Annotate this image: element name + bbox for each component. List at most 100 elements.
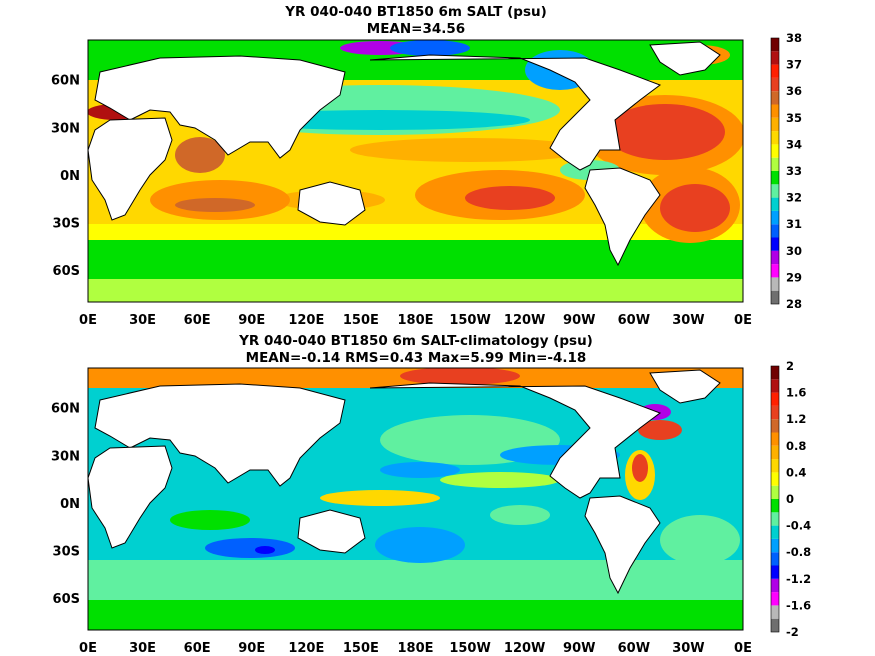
colorbar-swatch bbox=[771, 379, 779, 393]
x-tick-label: 180E bbox=[397, 313, 433, 328]
colorbar-tick-label: -0.4 bbox=[786, 519, 811, 533]
land-mask-anomaly bbox=[88, 369, 721, 595]
colorbar-swatch bbox=[771, 445, 779, 460]
colorbar-swatch bbox=[771, 512, 779, 526]
x-tick-label: 90W bbox=[563, 641, 595, 656]
colorbar-swatch bbox=[771, 157, 779, 171]
colorbar-tick-label: 29 bbox=[786, 270, 802, 284]
x-tick-label: 120E bbox=[288, 313, 324, 328]
colorbar-tick-label: 1.2 bbox=[786, 412, 806, 426]
colorbar-swatch bbox=[771, 366, 779, 380]
x-tick-label: 60W bbox=[618, 641, 650, 656]
colorbar-tick-label: -1.6 bbox=[786, 598, 811, 612]
colorbar-frame bbox=[770, 37, 780, 305]
colorbar-tick-label: -2 bbox=[786, 625, 799, 639]
colorbar-tick-label: 31 bbox=[786, 217, 802, 231]
colorbar-tick-label: 33 bbox=[786, 164, 802, 178]
colorbar-tick-label: 2 bbox=[786, 359, 794, 373]
x-tick-label: 60E bbox=[184, 641, 211, 656]
colorbar-swatch bbox=[771, 237, 779, 251]
colorbar-swatch bbox=[771, 184, 779, 198]
x-tick-label: 30E bbox=[129, 313, 156, 328]
panel-anomaly-title: YR 040-040 BT1850 6m SALT-climatology (p… bbox=[238, 333, 593, 349]
y-tick-label: 60N bbox=[51, 74, 80, 89]
x-tick-label: 30E bbox=[129, 641, 156, 656]
colorbar-swatch bbox=[771, 91, 779, 105]
colorbar-swatch bbox=[771, 171, 779, 185]
colorbar-swatch bbox=[771, 197, 779, 211]
colorbar-tick-label: 34 bbox=[786, 137, 802, 151]
y-tick-label: 0N bbox=[60, 169, 80, 184]
colorbar-tick-label: 1.6 bbox=[786, 386, 806, 400]
x-tick-label: 150E bbox=[343, 313, 379, 328]
colorbar-tick-label: 0.4 bbox=[786, 465, 806, 479]
anomaly-x-axis: 0E 30E 60E 90E 120E 150E 180E 150W 120W 90W 60W 30W… bbox=[79, 641, 752, 656]
colorbar-tick-label: 28 bbox=[786, 297, 802, 311]
colorbar-tick-label: 36 bbox=[786, 84, 802, 98]
colorbar-tick-label: 37 bbox=[786, 58, 802, 72]
colorbar-tick-label: 32 bbox=[786, 191, 802, 205]
x-tick-label: 150E bbox=[343, 641, 379, 656]
colorbar-swatch bbox=[771, 210, 779, 225]
colorbar-tick-label: 38 bbox=[786, 31, 802, 45]
colorbar-swatch bbox=[771, 605, 779, 619]
panel-salt-subtitle: MEAN=34.56 bbox=[367, 21, 465, 37]
y-tick-label: 60S bbox=[53, 592, 80, 607]
panel-salt: YR 040-040 BT1850 6m SALT (psu) MEAN=34.… bbox=[51, 4, 802, 328]
colorbar-swatch bbox=[771, 538, 779, 553]
x-tick-label: 60W bbox=[618, 313, 650, 328]
panel-salt-frame bbox=[87, 39, 744, 303]
salt-y-axis: 60N 30N 0N 30S 60S bbox=[51, 74, 80, 280]
x-tick-label: 150W bbox=[449, 641, 490, 656]
anomaly-field bbox=[88, 368, 743, 630]
colorbar-tick-label: 30 bbox=[786, 244, 802, 258]
colorbar-swatch bbox=[771, 290, 779, 304]
y-tick-label: 30N bbox=[51, 449, 80, 464]
x-tick-label: 0E bbox=[734, 641, 752, 656]
colorbar-swatch bbox=[771, 472, 779, 486]
colorbar-swatch bbox=[771, 565, 779, 579]
colorbar-swatch bbox=[771, 51, 779, 65]
y-tick-label: 30S bbox=[53, 545, 80, 560]
colorbar-swatch bbox=[771, 144, 779, 158]
colorbar-swatch bbox=[771, 405, 779, 420]
colorbar-swatch bbox=[771, 499, 779, 513]
colorbar-swatch bbox=[771, 432, 779, 446]
panel-anomaly-subtitle: MEAN=-0.14 RMS=0.43 Max=5.99 Min=-4.18 bbox=[246, 350, 587, 366]
y-tick-label: 60N bbox=[51, 402, 80, 417]
colorbar-swatch bbox=[771, 485, 779, 499]
colorbar-swatch bbox=[771, 77, 779, 92]
colorbar-swatch bbox=[771, 578, 779, 593]
y-tick-label: 30S bbox=[53, 217, 80, 232]
x-tick-label: 90E bbox=[238, 313, 265, 328]
x-tick-label: 0E bbox=[734, 313, 752, 328]
salt-field bbox=[88, 40, 743, 302]
colorbar-swatch bbox=[771, 64, 779, 78]
salt-colorbar: 38 37 36 35 34 33 32 31 30 29 28 bbox=[770, 31, 802, 311]
x-tick-label: 120E bbox=[288, 641, 324, 656]
x-tick-label: 90E bbox=[238, 641, 265, 656]
y-tick-label: 30N bbox=[51, 121, 80, 136]
anomaly-y-axis: 60N 30N 0N 30S 60S bbox=[51, 402, 80, 608]
colorbar-swatch bbox=[771, 250, 779, 265]
colorbar-swatch bbox=[771, 277, 779, 291]
x-tick-label: 30W bbox=[672, 641, 704, 656]
x-tick-label: 0E bbox=[79, 641, 97, 656]
panel-anomaly: YR 040-040 BT1850 6m SALT-climatology (p… bbox=[51, 333, 811, 656]
colorbar-swatch bbox=[771, 552, 779, 566]
colorbar-swatch bbox=[771, 459, 779, 473]
colorbar-tick-label: -1.2 bbox=[786, 572, 811, 586]
x-tick-label: 120W bbox=[504, 313, 545, 328]
salt-x-axis: 0E 30E 60E 90E 120E 150E 180E 150W 120W 90W 60W 30W… bbox=[79, 313, 752, 328]
colorbar-swatch bbox=[771, 104, 779, 118]
anomaly-colorbar: 2 1.6 1.2 0.8 0.4 0 -0.4 -0.8 -1.2 -1.6 -2 bbox=[770, 359, 811, 639]
y-tick-label: 60S bbox=[53, 264, 80, 279]
colorbar-swatch bbox=[771, 592, 779, 606]
x-tick-label: 30W bbox=[672, 313, 704, 328]
x-tick-label: 150W bbox=[449, 313, 490, 328]
colorbar-tick-label: 0.8 bbox=[786, 439, 806, 453]
x-tick-label: 60E bbox=[184, 313, 211, 328]
panel-salt-title: YR 040-040 BT1850 6m SALT (psu) bbox=[284, 4, 547, 20]
colorbar-swatch bbox=[771, 117, 779, 132]
